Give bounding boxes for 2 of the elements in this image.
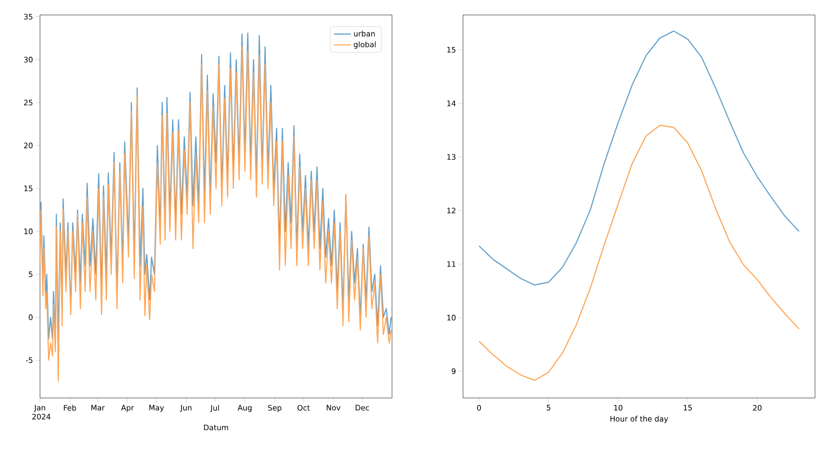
- line-series: [478, 30, 800, 286]
- line-series: [478, 124, 800, 381]
